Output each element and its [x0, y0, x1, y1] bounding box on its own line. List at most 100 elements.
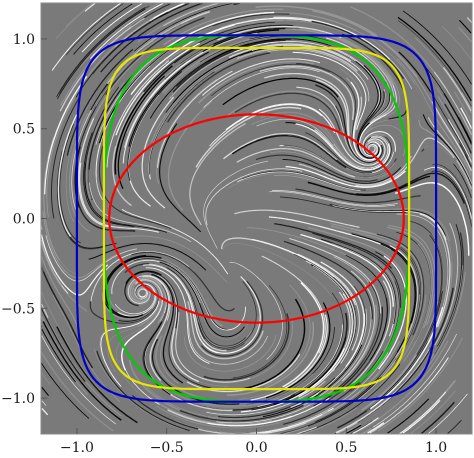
streamline: [285, 28, 394, 86]
streamline: [87, 82, 126, 200]
streamline: [194, 373, 314, 407]
streamline: [166, 52, 270, 123]
streamline: [387, 226, 434, 329]
streamline: [43, 75, 88, 195]
streamline: [437, 96, 472, 158]
streamline: [41, 407, 49, 416]
streamline: [264, 284, 311, 387]
streamline: [379, 290, 443, 399]
streamline: [255, 5, 378, 37]
y-tick-label: 0.0: [13, 212, 35, 228]
streamline: [71, 92, 103, 214]
streamline: [296, 426, 317, 434]
streamline: [127, 71, 183, 181]
streamline: [65, 3, 92, 27]
streamline: [304, 407, 358, 434]
streamline: [100, 300, 160, 387]
streamline: [466, 17, 472, 23]
y-axis: 1.0 0.5 0.0 −0.5 −1.0: [1, 32, 47, 407]
streamline: [209, 104, 322, 147]
streamline: [326, 37, 392, 124]
streamline: [51, 96, 81, 219]
streamline: [127, 256, 223, 327]
streamline: [397, 20, 472, 107]
streamline: [312, 232, 402, 308]
streamline: [228, 43, 352, 62]
streamline: [114, 65, 173, 175]
streamline: [73, 3, 133, 55]
streamline: [240, 298, 306, 390]
x-tick-label: −0.5: [150, 440, 184, 456]
streamline: [232, 285, 288, 379]
streamline: [226, 321, 315, 396]
streamline: [81, 3, 143, 53]
streamline: [429, 91, 472, 166]
streamline: [163, 36, 275, 95]
streamline: [197, 60, 315, 104]
streamline: [128, 51, 209, 147]
streamline: [237, 171, 361, 191]
streamline: [162, 34, 274, 93]
streamline: [226, 90, 338, 119]
streamline: [41, 326, 88, 395]
streamline: [298, 363, 401, 434]
streamline: [345, 424, 362, 434]
streamline: [236, 147, 356, 178]
streamline: [41, 234, 109, 296]
streamline: [333, 281, 380, 392]
streamline: [435, 86, 472, 152]
streamline: [42, 211, 119, 279]
streamline: [41, 400, 47, 407]
streamline: [217, 25, 342, 41]
streamline: [65, 100, 92, 223]
streamline: [57, 8, 146, 99]
streamline: [387, 398, 430, 434]
streamline: [297, 291, 351, 397]
streamline: [223, 133, 338, 161]
streamline: [259, 65, 355, 120]
streamline: [159, 261, 245, 338]
streamline: [207, 397, 330, 427]
x-tick-label: 1.0: [425, 440, 447, 456]
streamline: [376, 233, 425, 336]
streamline: [187, 312, 268, 365]
y-tick-label: −0.5: [1, 301, 35, 317]
streamline: [361, 294, 427, 402]
streamline: [149, 3, 185, 22]
streamline: [144, 384, 263, 420]
streamline: [188, 17, 312, 44]
streamline: [428, 393, 468, 434]
streamline: [395, 182, 470, 256]
streamline: [157, 70, 233, 168]
streamline: [262, 344, 363, 418]
streamline: [434, 223, 459, 346]
streamline: [273, 174, 398, 194]
streamline: [350, 420, 373, 434]
streamline: [312, 10, 418, 78]
streamline: [198, 281, 257, 349]
streamline: [41, 307, 86, 383]
streamline: [309, 304, 378, 406]
streamline: [305, 132, 392, 172]
streamline: [298, 293, 353, 398]
streamline: [343, 423, 362, 434]
streamline: [432, 163, 472, 215]
y-tick-label: 1.0: [13, 32, 35, 48]
streamline: [66, 17, 154, 110]
streamline: [458, 26, 472, 43]
streamline: [255, 154, 378, 182]
streamline: [56, 151, 104, 250]
streamline: [74, 88, 109, 208]
streamline: [42, 321, 122, 421]
streamline: [51, 3, 122, 71]
streamline: [318, 108, 386, 166]
streamline: [402, 400, 441, 434]
streamline: [369, 33, 450, 132]
streamline: [225, 103, 336, 134]
streamline: [169, 266, 250, 340]
streamline: [100, 3, 204, 73]
streamline: [165, 20, 283, 63]
streamline: [329, 203, 446, 236]
streamline: [287, 27, 395, 86]
